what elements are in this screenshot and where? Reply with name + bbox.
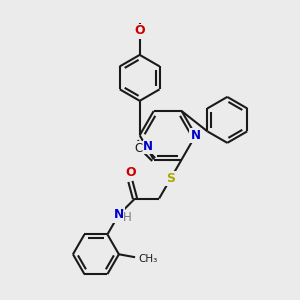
Text: S: S — [166, 172, 175, 185]
Text: N: N — [143, 140, 153, 153]
Text: N: N — [114, 208, 124, 221]
Text: CH₃: CH₃ — [139, 254, 158, 264]
Text: O: O — [134, 24, 145, 37]
Text: O: O — [125, 166, 136, 178]
Text: C: C — [134, 142, 143, 155]
Text: H: H — [123, 211, 132, 224]
Text: N: N — [190, 129, 201, 142]
